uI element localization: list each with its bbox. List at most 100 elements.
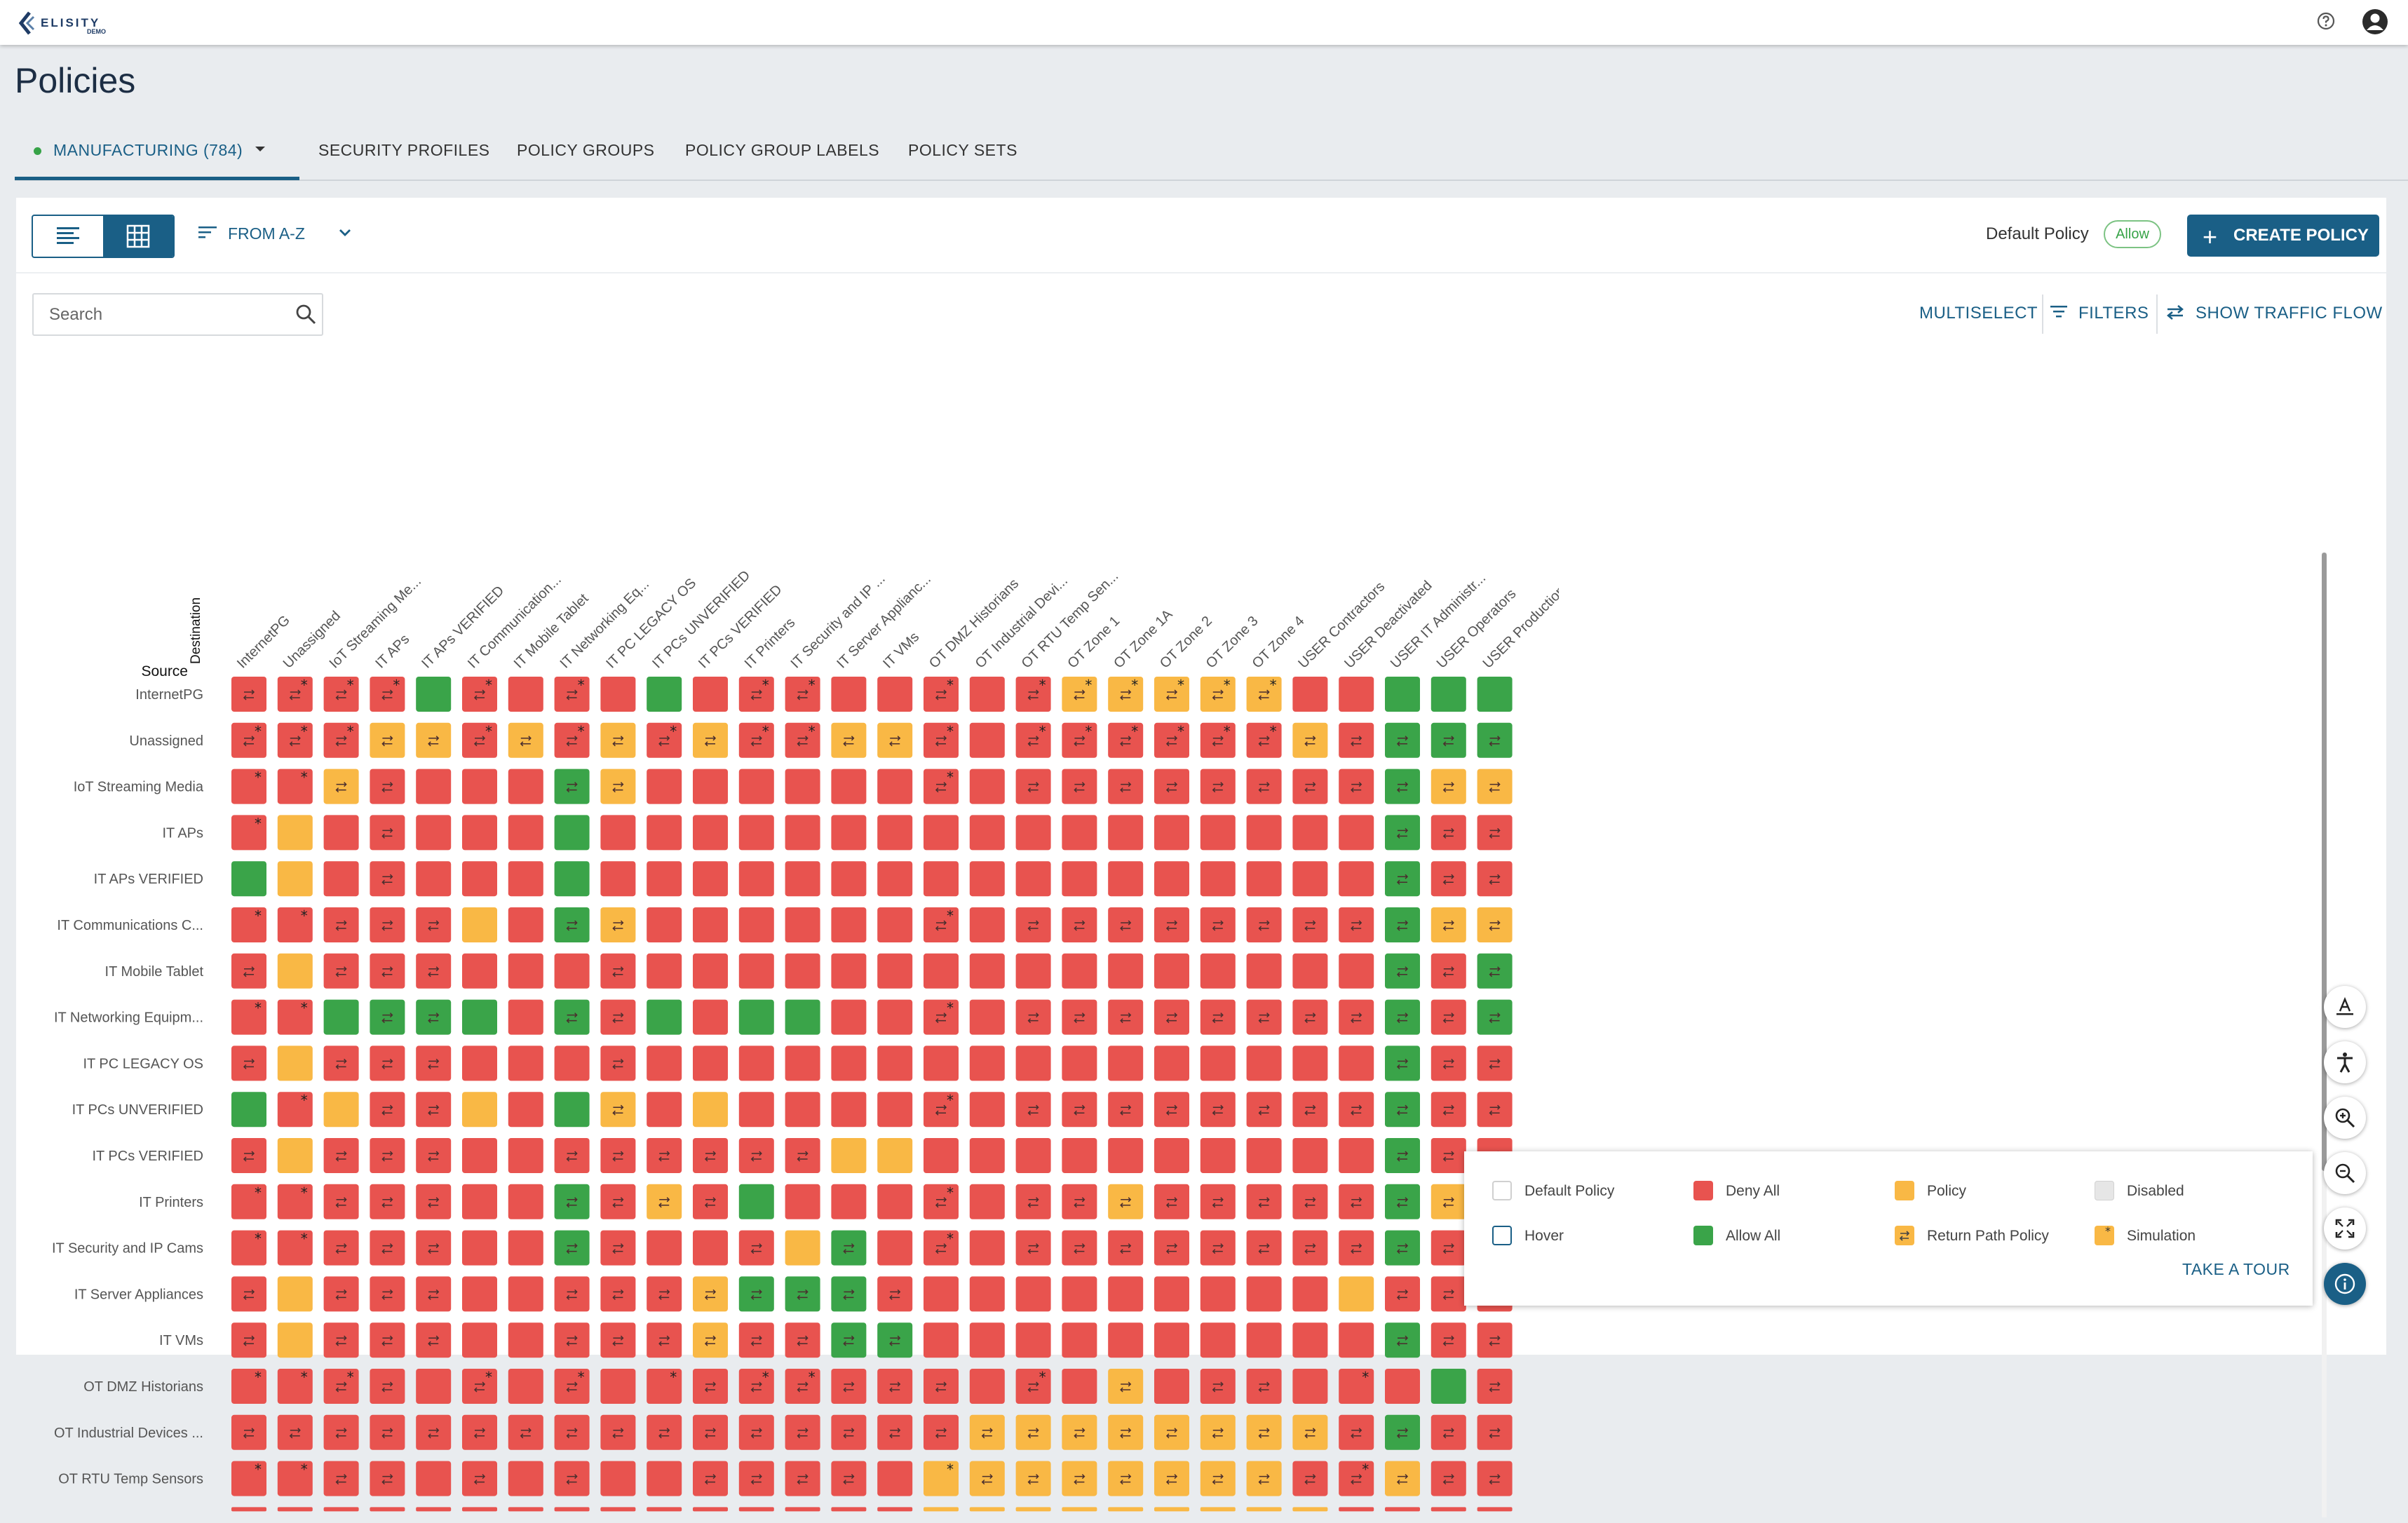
matrix-cell[interactable] [370,1369,405,1404]
matrix-cell[interactable] [416,677,452,712]
matrix-cell[interactable] [924,1369,959,1404]
matrix-cell[interactable] [738,907,774,942]
matrix-cell[interactable] [508,1276,543,1312]
matrix-cell[interactable] [831,722,867,758]
matrix-cell[interactable]: * [231,1369,266,1404]
matrix-cell[interactable] [1154,1045,1189,1081]
matrix-cell[interactable] [1200,1045,1236,1081]
matrix-cell[interactable] [462,769,497,804]
matrix-cell[interactable] [877,1461,913,1496]
matrix-cell[interactable] [277,1276,313,1312]
matrix-cell[interactable] [277,1322,313,1358]
matrix-cell[interactable] [1477,861,1513,897]
matrix-cell[interactable] [600,1184,636,1219]
matrix-cell[interactable] [831,1138,867,1173]
matrix-cell[interactable] [693,1184,728,1219]
matrix-cell[interactable] [693,677,728,712]
matrix-cell[interactable] [323,1414,359,1450]
tab-policy-sets[interactable]: POLICY SETS [908,141,1017,159]
row-label[interactable]: OT DMZ Historians [83,1379,203,1395]
matrix-cell[interactable] [1246,1461,1282,1496]
matrix-cell[interactable] [370,953,405,989]
matrix-cell[interactable] [1200,1369,1236,1404]
matrix-cell[interactable] [1062,1045,1097,1081]
matrix-cell[interactable] [1015,1322,1051,1358]
matrix-cell[interactable] [1015,861,1051,897]
matrix-cell[interactable] [738,769,774,804]
matrix-cell[interactable]: * [1200,722,1236,758]
matrix-cell[interactable] [323,1138,359,1173]
matrix-cell[interactable] [416,1276,452,1312]
matrix-cell[interactable] [600,1092,636,1128]
matrix-cell[interactable] [1430,999,1466,1035]
matrix-cell[interactable] [785,907,820,942]
matrix-cell[interactable] [231,1092,266,1128]
matrix-cell[interactable] [600,769,636,804]
default-policy-badge[interactable]: Allow [2104,220,2161,248]
matrix-cell[interactable] [647,1414,682,1450]
matrix-cell[interactable]: * [277,1184,313,1219]
matrix-cell[interactable] [1154,1276,1189,1312]
matrix-cell[interactable] [1477,722,1513,758]
matrix-cell[interactable] [831,1092,867,1128]
matrix-cell[interactable] [877,907,913,942]
matrix-cell[interactable] [1015,1461,1051,1496]
matrix-cell[interactable]: * [1339,1461,1374,1496]
matrix-cell[interactable] [1200,815,1236,851]
matrix-cell[interactable] [462,999,497,1035]
matrix-cell[interactable] [508,953,543,989]
matrix-cell[interactable] [877,1184,913,1219]
matrix-cell[interactable] [1385,677,1420,712]
matrix-cell[interactable] [416,907,452,942]
matrix-cell[interactable] [1108,861,1144,897]
matrix-cell[interactable] [1062,907,1097,942]
matrix-cell[interactable] [1108,1092,1144,1128]
matrix-cell[interactable] [1477,815,1513,851]
matrix-cell[interactable] [1292,1276,1328,1312]
matrix-cell[interactable] [416,1045,452,1081]
matrix-cell[interactable] [508,1092,543,1128]
matrix-cell[interactable] [1339,999,1374,1035]
row-label[interactable]: IT Server Appliances [74,1287,203,1302]
matrix-cell[interactable] [1292,999,1328,1035]
matrix-cell[interactable] [1477,677,1513,712]
matrix-cell[interactable]: * [785,722,820,758]
matrix-cell[interactable] [1062,1138,1097,1173]
matrix-cell[interactable] [924,815,959,851]
matrix-cell[interactable] [600,953,636,989]
matrix-cell[interactable] [831,953,867,989]
matrix-cell[interactable] [738,1138,774,1173]
matrix-cell[interactable]: * [738,722,774,758]
matrix-cell[interactable] [1062,1369,1097,1404]
matrix-cell[interactable] [1062,953,1097,989]
matrix-cell[interactable]: * [738,1369,774,1404]
matrix-cell[interactable] [785,861,820,897]
matrix-cell[interactable] [554,1045,590,1081]
matrix-cell[interactable] [1108,1045,1144,1081]
matrix-cell[interactable] [785,1045,820,1081]
matrix-cell[interactable] [416,1414,452,1450]
show-traffic-flow-button[interactable]: SHOW TRAFFIC FLOW [2165,304,2382,327]
matrix-cell[interactable] [370,1045,405,1081]
matrix-cell[interactable] [647,677,682,712]
matrix-cell[interactable] [323,769,359,804]
matrix-cell[interactable] [1430,1045,1466,1081]
matrix-cell[interactable] [693,769,728,804]
matrix-cell[interactable] [1062,1276,1097,1312]
matrix-cell[interactable] [323,1461,359,1496]
matrix-cell[interactable] [600,1230,636,1266]
matrix-cell[interactable] [370,1092,405,1128]
matrix-cell[interactable] [969,1092,1005,1128]
matrix-cell[interactable]: * [924,907,959,942]
matrix-cell[interactable]: * [924,999,959,1035]
matrix-cell[interactable] [1015,1092,1051,1128]
matrix-cell[interactable] [231,1276,266,1312]
matrix-cell[interactable] [1246,769,1282,804]
matrix-cell[interactable] [1292,769,1328,804]
matrix-cell[interactable] [1339,1045,1374,1081]
matrix-cell[interactable]: * [323,722,359,758]
matrix-cell[interactable] [1108,769,1144,804]
matrix-cell[interactable] [554,1276,590,1312]
matrix-cell[interactable] [693,1369,728,1404]
matrix-cell[interactable]: * [1200,677,1236,712]
